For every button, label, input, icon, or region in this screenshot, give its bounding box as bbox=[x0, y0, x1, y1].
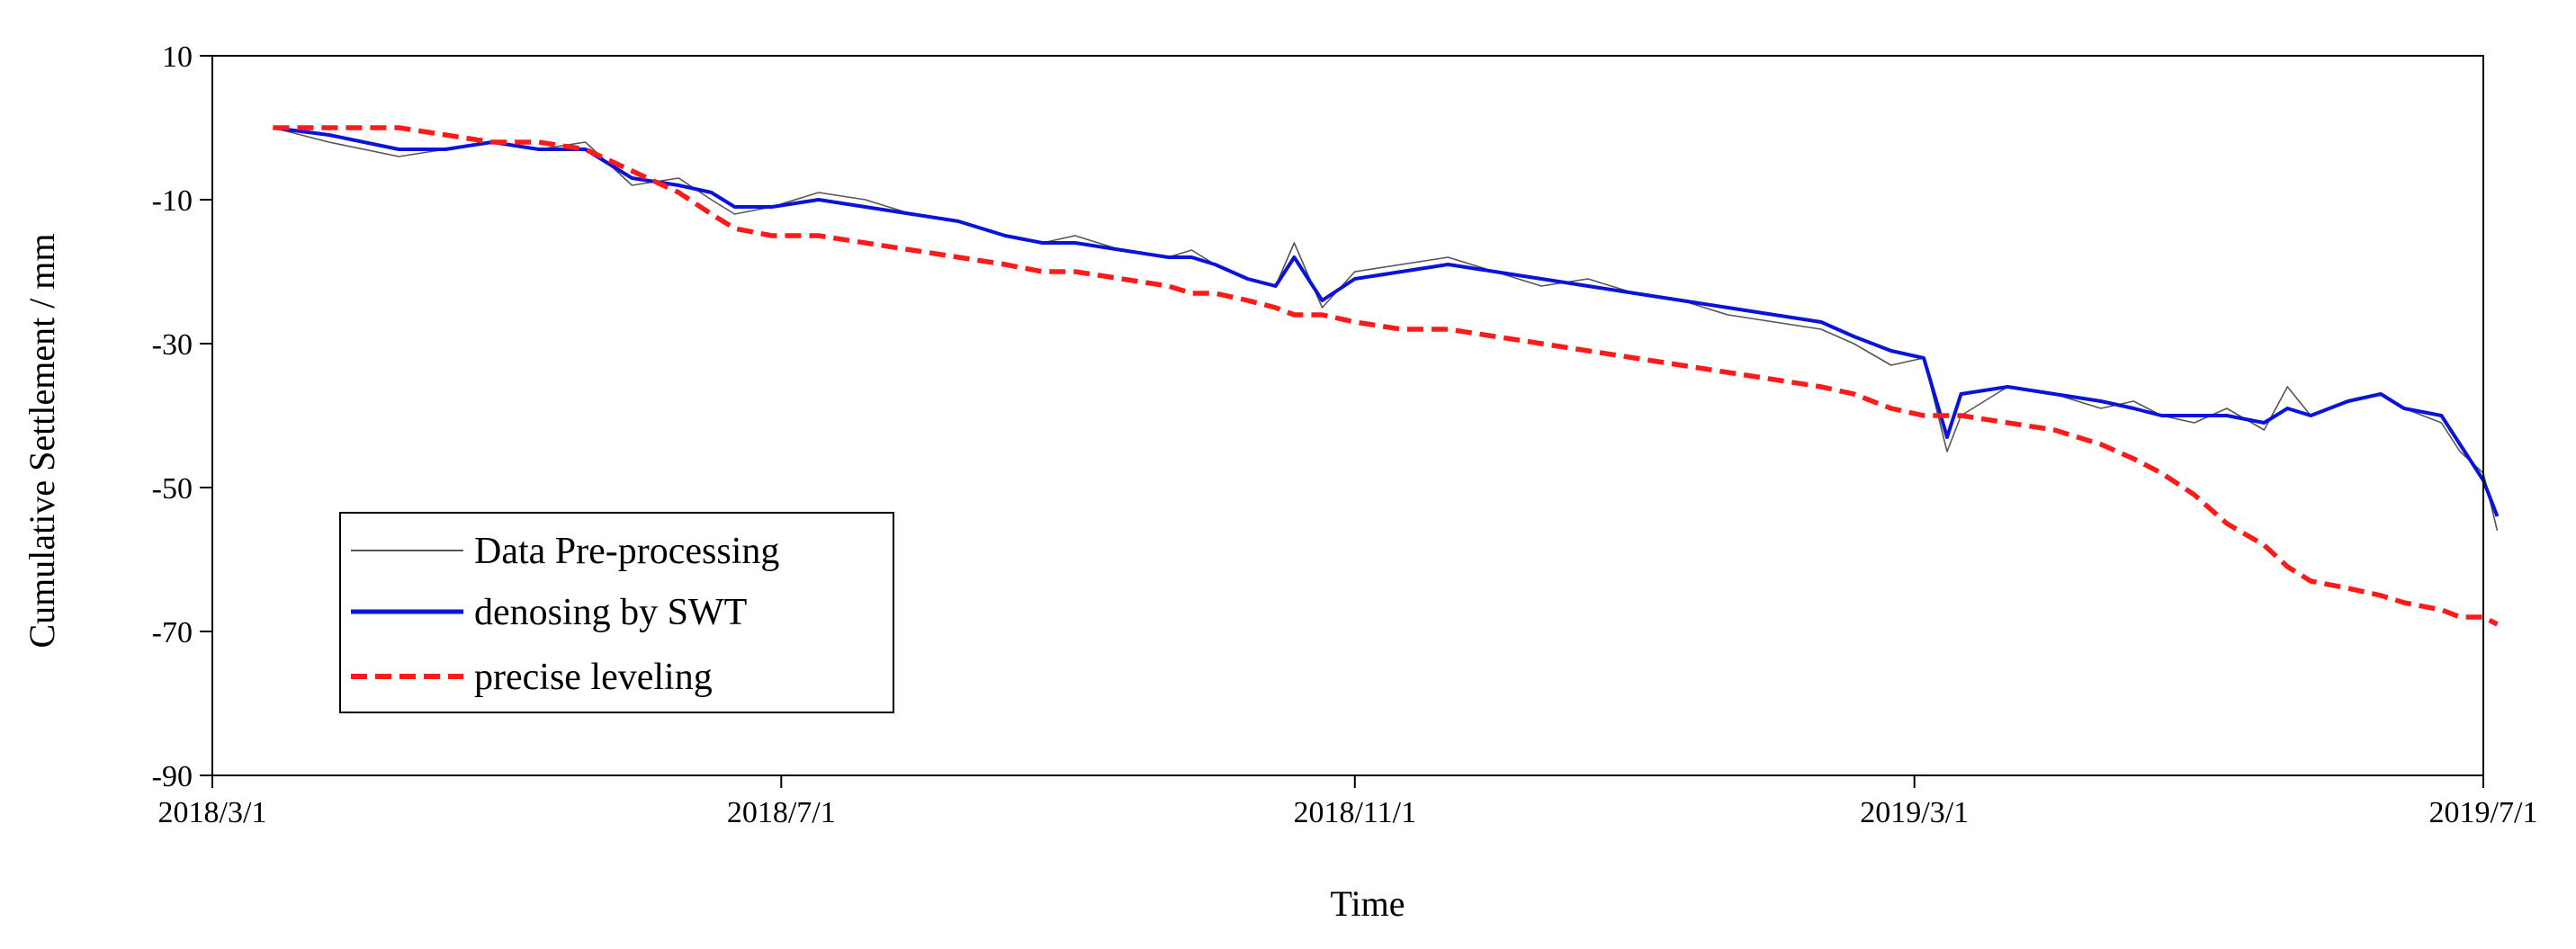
y-tick-label: -70 bbox=[152, 616, 193, 649]
x-tick-label: 2019/7/1 bbox=[2429, 796, 2538, 829]
legend-label-data-preprocessing: Data Pre-processing bbox=[474, 531, 779, 572]
series-line-precise-leveling bbox=[273, 125, 2499, 627]
x-tick-label: 2018/7/1 bbox=[727, 796, 836, 829]
x-tick-label: 2018/3/1 bbox=[158, 796, 267, 829]
series-line-denoising-swt bbox=[273, 126, 2500, 517]
x-tick-label: 2019/3/1 bbox=[1860, 796, 1969, 829]
y-axis-title: Cumulative Settlement / mm bbox=[22, 233, 62, 648]
plot-area bbox=[273, 125, 2500, 627]
legend-label-denoising-swt: denosing by SWT bbox=[474, 592, 747, 633]
y-tick-label: -50 bbox=[152, 472, 193, 506]
x-tick-label: 2018/11/1 bbox=[1293, 796, 1416, 829]
y-tick-label: -90 bbox=[152, 760, 193, 793]
x-axis-title: Time bbox=[1330, 883, 1405, 924]
legend: Data Pre-processing denosing by SWT prec… bbox=[339, 512, 894, 713]
y-tick-label: 10 bbox=[162, 40, 193, 74]
plot-frame bbox=[211, 55, 2484, 776]
legend-label-precise-leveling: precise leveling bbox=[474, 657, 713, 698]
y-tick-label: -10 bbox=[152, 184, 193, 218]
series-line-data-preprocessing bbox=[273, 127, 2499, 532]
y-tick-label: -30 bbox=[152, 328, 193, 362]
